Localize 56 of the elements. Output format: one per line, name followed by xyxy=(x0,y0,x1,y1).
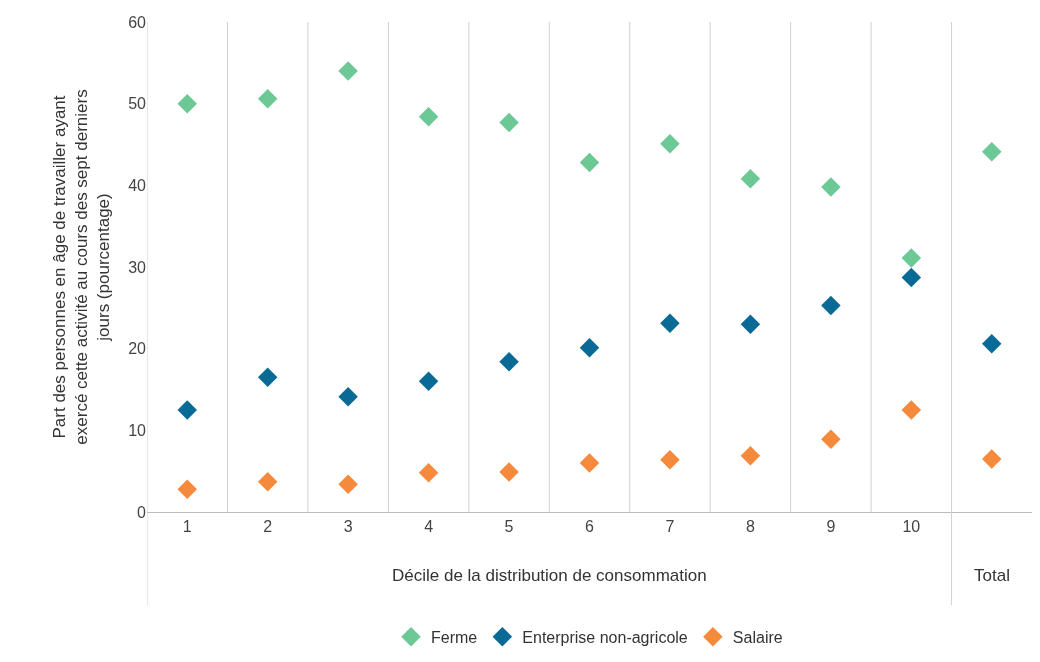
y-tick-label: 40 xyxy=(128,176,147,194)
y-tick-label: 30 xyxy=(128,258,147,276)
point xyxy=(740,169,761,189)
point xyxy=(418,106,439,127)
y-tick-label: 20 xyxy=(128,340,147,358)
legend-label: Enterprise non-agricole xyxy=(522,628,688,646)
x-tick-label: 3 xyxy=(343,518,353,536)
point xyxy=(982,142,1002,162)
point xyxy=(982,449,1002,469)
point xyxy=(177,400,197,420)
point xyxy=(740,314,761,334)
legend-label: Ferme xyxy=(431,628,478,646)
point xyxy=(499,462,519,482)
point xyxy=(821,177,841,197)
x-tick-label: 7 xyxy=(665,518,675,536)
y-tick-label: 60 xyxy=(128,13,147,31)
point xyxy=(579,152,600,173)
point xyxy=(338,387,358,407)
x-tick-label: 5 xyxy=(504,518,514,536)
point xyxy=(660,133,680,154)
x-tick-label: 9 xyxy=(826,518,836,536)
y-tick-label: 0 xyxy=(137,503,147,521)
x-tick-label: 2 xyxy=(263,518,273,536)
point xyxy=(579,338,600,358)
point xyxy=(821,295,841,316)
point xyxy=(499,351,519,372)
point xyxy=(901,400,922,420)
x-tick-label: 10 xyxy=(902,518,921,536)
point xyxy=(901,248,922,268)
text: Total xyxy=(974,566,1010,585)
x-tick-label: 8 xyxy=(745,518,755,536)
point xyxy=(257,367,278,387)
x-tick-label: 6 xyxy=(585,518,595,536)
point xyxy=(338,61,358,81)
y-tick-label: 10 xyxy=(128,421,147,439)
point xyxy=(418,371,439,392)
point xyxy=(579,453,600,473)
x-axis-title: Décile de la distribution de consommation xyxy=(392,566,707,585)
x-tick-label: 1 xyxy=(182,518,192,536)
point xyxy=(177,93,197,114)
point xyxy=(338,474,358,494)
point xyxy=(177,479,197,499)
y-axis-title: Part des personnes en âge de travailler ayant exercé cette activité au cours des sept derniers jours (pourcentage) xyxy=(49,89,113,445)
point xyxy=(901,267,922,288)
point xyxy=(660,313,680,334)
point xyxy=(257,89,278,109)
point xyxy=(982,334,1002,354)
legend-label: Salaire xyxy=(732,628,783,646)
point xyxy=(821,429,841,450)
point xyxy=(740,445,761,466)
point xyxy=(660,449,680,470)
point xyxy=(418,463,439,483)
point xyxy=(499,112,519,133)
x-tick-label: 4 xyxy=(424,518,434,536)
point xyxy=(257,472,278,492)
y-tick-label: 50 xyxy=(128,95,147,113)
